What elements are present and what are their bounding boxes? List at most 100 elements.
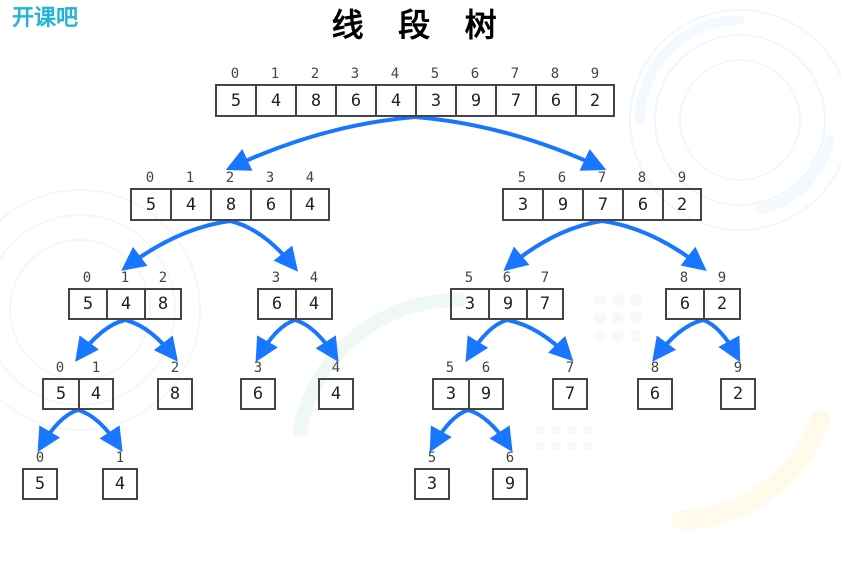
value-cell: 6 <box>257 288 295 320</box>
value-cell: 8 <box>295 84 335 117</box>
index-label: 7 <box>582 170 622 188</box>
index-label: 2 <box>144 270 182 288</box>
tree-edge <box>507 320 570 358</box>
index-row: 8 <box>637 360 673 378</box>
index-row: 2 <box>157 360 193 378</box>
value-row: 9 <box>492 468 528 500</box>
value-cell: 5 <box>22 468 58 500</box>
index-label: 0 <box>42 360 78 378</box>
tree-node: 44 <box>318 360 354 410</box>
index-label: 8 <box>665 270 703 288</box>
index-label: 7 <box>552 360 588 378</box>
value-cell: 8 <box>157 378 193 410</box>
value-cell: 4 <box>255 84 295 117</box>
value-row: 548 <box>68 288 182 320</box>
index-row: 5 <box>414 450 450 468</box>
tree-node: 0123454864 <box>130 170 330 221</box>
value-cell: 2 <box>662 188 702 221</box>
tree-node: 14 <box>102 450 138 500</box>
index-row: 34 <box>257 270 333 288</box>
value-cell: 4 <box>295 288 333 320</box>
tree-edge <box>468 410 510 448</box>
value-row: 54 <box>42 378 114 410</box>
tree-node: 53 <box>414 450 450 500</box>
tree-node: 36 <box>240 360 276 410</box>
index-label: 1 <box>78 360 114 378</box>
tree-edge <box>602 221 703 268</box>
value-cell: 6 <box>250 188 290 221</box>
index-label: 4 <box>318 360 354 378</box>
value-cell: 9 <box>455 84 495 117</box>
value-cell: 5 <box>130 188 170 221</box>
tree-node: 92 <box>720 360 756 410</box>
value-row: 397 <box>450 288 564 320</box>
page-title: 线 段 树 <box>0 0 841 46</box>
index-label: 6 <box>488 270 526 288</box>
index-label: 6 <box>542 170 582 188</box>
tree-node: 012548 <box>68 270 182 320</box>
index-row: 7 <box>552 360 588 378</box>
tree-node: 5639 <box>432 360 504 410</box>
value-row: 62 <box>665 288 741 320</box>
value-cell: 3 <box>414 468 450 500</box>
value-cell: 4 <box>106 288 144 320</box>
tree-edge <box>703 320 738 358</box>
index-label: 4 <box>290 170 330 188</box>
value-row: 5 <box>22 468 58 500</box>
value-row: 54864 <box>130 188 330 221</box>
tree-node: 3464 <box>257 270 333 320</box>
index-row: 1 <box>102 450 138 468</box>
index-row: 567 <box>450 270 564 288</box>
index-label: 8 <box>622 170 662 188</box>
tree-edge <box>655 320 703 358</box>
value-cell: 5 <box>42 378 78 410</box>
value-row: 3 <box>414 468 450 500</box>
value-cell: 6 <box>535 84 575 117</box>
tree-edge <box>125 221 230 268</box>
index-row: 01 <box>42 360 114 378</box>
index-label: 1 <box>255 66 295 84</box>
value-cell: 4 <box>318 378 354 410</box>
index-row: 56 <box>432 360 504 378</box>
tree-edge <box>415 117 602 168</box>
index-row: 6 <box>492 450 528 468</box>
tree-node: 77 <box>552 360 588 410</box>
index-label: 4 <box>295 270 333 288</box>
value-cell: 6 <box>335 84 375 117</box>
tree-edge <box>507 221 602 268</box>
tree-node: 01234567895486439762 <box>215 66 615 117</box>
index-row: 89 <box>665 270 741 288</box>
tree-edge <box>295 320 336 358</box>
value-row: 2 <box>720 378 756 410</box>
index-label: 1 <box>106 270 144 288</box>
index-row: 0123456789 <box>215 66 615 84</box>
index-row: 3 <box>240 360 276 378</box>
index-label: 0 <box>68 270 106 288</box>
index-label: 5 <box>414 450 450 468</box>
value-cell: 9 <box>468 378 504 410</box>
value-cell: 2 <box>575 84 615 117</box>
index-label: 2 <box>210 170 250 188</box>
index-label: 5 <box>415 66 455 84</box>
value-cell: 7 <box>552 378 588 410</box>
tree-node: 28 <box>157 360 193 410</box>
value-row: 4 <box>318 378 354 410</box>
index-row: 56789 <box>502 170 702 188</box>
tree-node: 567397 <box>450 270 564 320</box>
index-label: 9 <box>662 170 702 188</box>
value-cell: 9 <box>492 468 528 500</box>
value-row: 39762 <box>502 188 702 221</box>
index-label: 5 <box>450 270 488 288</box>
index-label: 5 <box>502 170 542 188</box>
index-label: 6 <box>492 450 528 468</box>
value-cell: 3 <box>432 378 468 410</box>
value-cell: 7 <box>495 84 535 117</box>
value-cell: 3 <box>502 188 542 221</box>
index-label: 7 <box>495 66 535 84</box>
index-label: 9 <box>720 360 756 378</box>
index-row: 01234 <box>130 170 330 188</box>
index-label: 0 <box>130 170 170 188</box>
index-label: 8 <box>535 66 575 84</box>
value-cell: 4 <box>375 84 415 117</box>
value-cell: 7 <box>582 188 622 221</box>
